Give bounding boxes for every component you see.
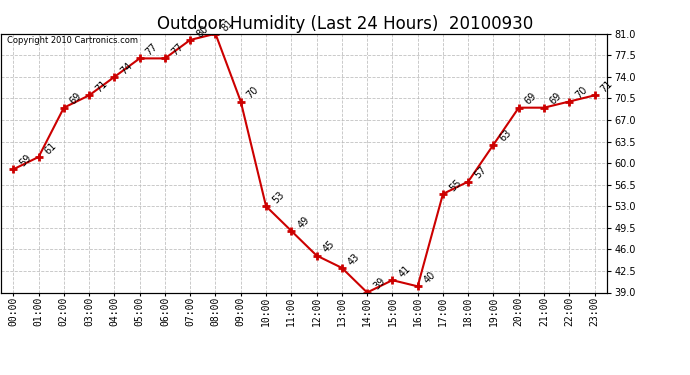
Text: 40: 40 [422, 270, 437, 285]
Text: 77: 77 [144, 42, 160, 58]
Text: 69: 69 [523, 91, 539, 107]
Text: 71: 71 [93, 79, 109, 94]
Text: 45: 45 [321, 239, 337, 255]
Text: 39: 39 [371, 276, 387, 292]
Text: 71: 71 [599, 79, 615, 94]
Text: 77: 77 [169, 42, 185, 58]
Text: 74: 74 [119, 60, 135, 76]
Text: Outdoor Humidity (Last 24 Hours)  20100930: Outdoor Humidity (Last 24 Hours) 2010093… [157, 15, 533, 33]
Text: 57: 57 [473, 165, 489, 181]
Text: 63: 63 [497, 128, 513, 144]
Text: 41: 41 [397, 264, 413, 279]
Text: 49: 49 [295, 214, 311, 230]
Text: 81: 81 [219, 17, 235, 33]
Text: 59: 59 [17, 153, 33, 168]
Text: 70: 70 [573, 85, 589, 101]
Text: 69: 69 [548, 91, 564, 107]
Text: 55: 55 [447, 177, 463, 193]
Text: 43: 43 [346, 251, 362, 267]
Text: Copyright 2010 Cartronics.com: Copyright 2010 Cartronics.com [7, 36, 138, 45]
Text: 69: 69 [68, 91, 83, 107]
Text: 61: 61 [43, 141, 59, 156]
Text: 80: 80 [195, 23, 210, 39]
Text: 53: 53 [270, 190, 286, 206]
Text: 70: 70 [245, 85, 261, 101]
